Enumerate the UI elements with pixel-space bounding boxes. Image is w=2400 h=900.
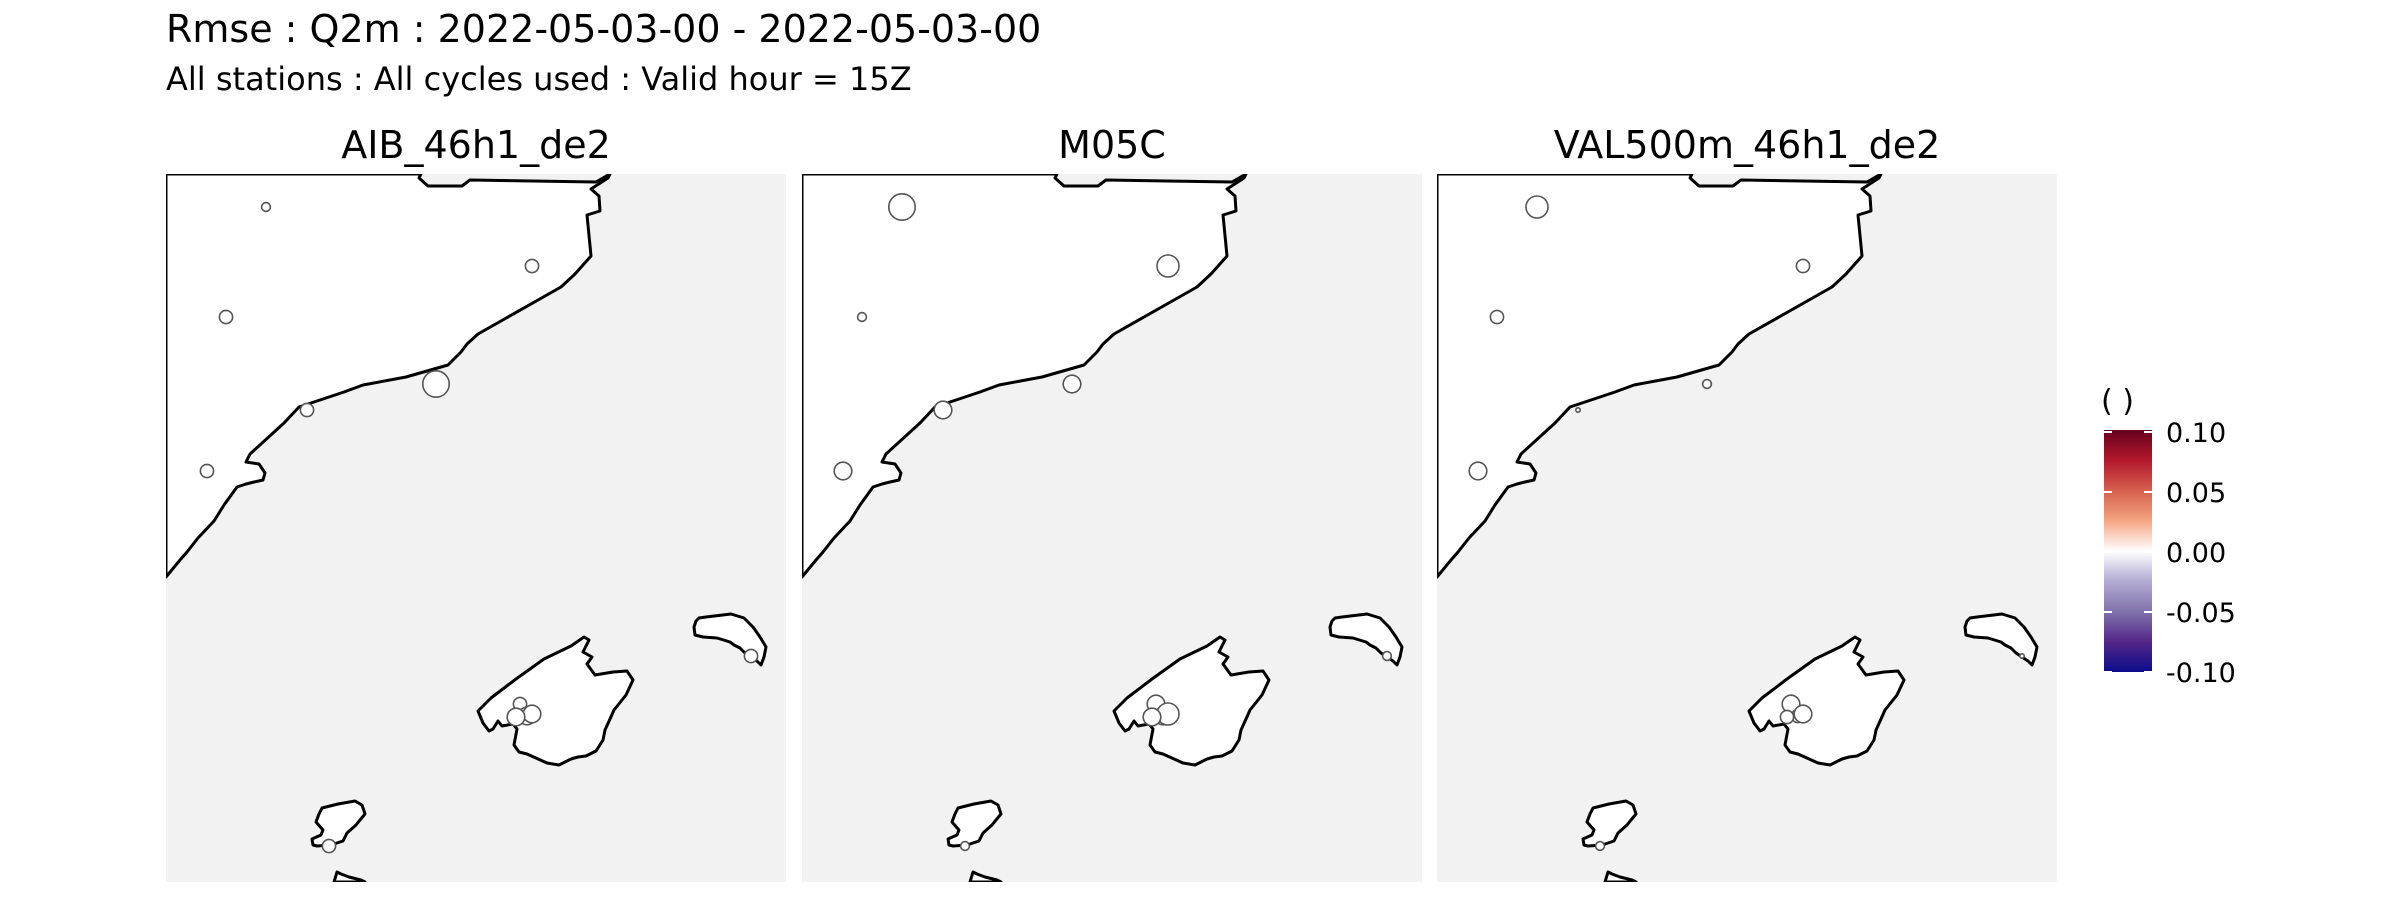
station-marker bbox=[299, 402, 315, 418]
station-marker bbox=[856, 311, 868, 323]
figure-title: Rmse : Q2m : 2022-05-03-00 - 2022-05-03-… bbox=[166, 7, 1041, 51]
legend-tick-label: 0.10 bbox=[2166, 418, 2226, 449]
land-shapes bbox=[1437, 174, 2039, 882]
station-marker bbox=[260, 201, 272, 213]
station-marker bbox=[1779, 709, 1795, 725]
station-marker bbox=[321, 838, 337, 854]
station-marker bbox=[1062, 374, 1082, 394]
mainland-coast bbox=[802, 174, 1248, 579]
ibiza-island bbox=[946, 799, 1003, 848]
station-marker bbox=[1468, 461, 1488, 481]
station-marker bbox=[199, 463, 215, 479]
mallorca-island bbox=[1747, 635, 1906, 767]
map-panel: M05C bbox=[802, 123, 1422, 882]
formentera-island bbox=[968, 870, 1003, 882]
station-marker bbox=[933, 400, 953, 420]
legend-tick-label: -0.10 bbox=[2166, 658, 2236, 689]
legend-title: ( ) bbox=[2101, 384, 2134, 419]
menorca-island bbox=[1963, 612, 2039, 667]
map-panels: AIB_46h1_de2 M05C VAL500m_46h1_de2 bbox=[166, 123, 2057, 882]
station-marker bbox=[959, 840, 971, 852]
color-legend: ( ) 0.10 0.05 0.00 -0.05 -0.10 bbox=[2101, 384, 2236, 689]
formentera-island bbox=[1603, 870, 1638, 882]
map-panel: AIB_46h1_de2 bbox=[166, 123, 786, 882]
station-marker bbox=[1525, 195, 1549, 219]
map-panel: VAL500m_46h1_de2 bbox=[1437, 123, 2057, 882]
station-marker bbox=[1795, 258, 1811, 274]
panel-title: M05C bbox=[1058, 123, 1166, 167]
station-marker bbox=[1156, 254, 1180, 278]
legend-tick-label: 0.05 bbox=[2166, 478, 2226, 509]
mainland-coast bbox=[1437, 174, 1883, 579]
station-marker bbox=[1381, 650, 1393, 662]
station-marker bbox=[1489, 309, 1505, 325]
mainland-coast bbox=[166, 174, 612, 579]
panel-title: AIB_46h1_de2 bbox=[341, 123, 611, 167]
legend-tick-label: -0.05 bbox=[2166, 598, 2236, 629]
station-marker bbox=[1142, 707, 1162, 727]
formentera-island bbox=[332, 870, 367, 882]
station-marker bbox=[833, 461, 853, 481]
panel-title: VAL500m_46h1_de2 bbox=[1554, 123, 1941, 167]
station-marker bbox=[1701, 378, 1713, 390]
station-marker bbox=[1575, 407, 1582, 414]
station-marker bbox=[506, 707, 526, 727]
station-marker bbox=[522, 704, 542, 724]
station-marker bbox=[888, 192, 917, 221]
legend-tick-label: 0.00 bbox=[2166, 538, 2226, 569]
ibiza-island bbox=[1581, 799, 1638, 848]
land-shapes bbox=[166, 174, 768, 882]
legend-ticks: 0.10 0.05 0.00 -0.05 -0.10 bbox=[2104, 418, 2236, 689]
ibiza-island bbox=[310, 799, 367, 848]
station-marker bbox=[1793, 704, 1813, 724]
figure-subtitle: All stations : All cycles used : Valid h… bbox=[166, 60, 912, 98]
station-marker bbox=[421, 370, 450, 399]
station-marker bbox=[743, 648, 759, 664]
station-marker bbox=[218, 309, 234, 325]
station-marker bbox=[1594, 840, 1606, 852]
station-marker bbox=[524, 258, 540, 274]
station-marker bbox=[2018, 652, 2025, 659]
